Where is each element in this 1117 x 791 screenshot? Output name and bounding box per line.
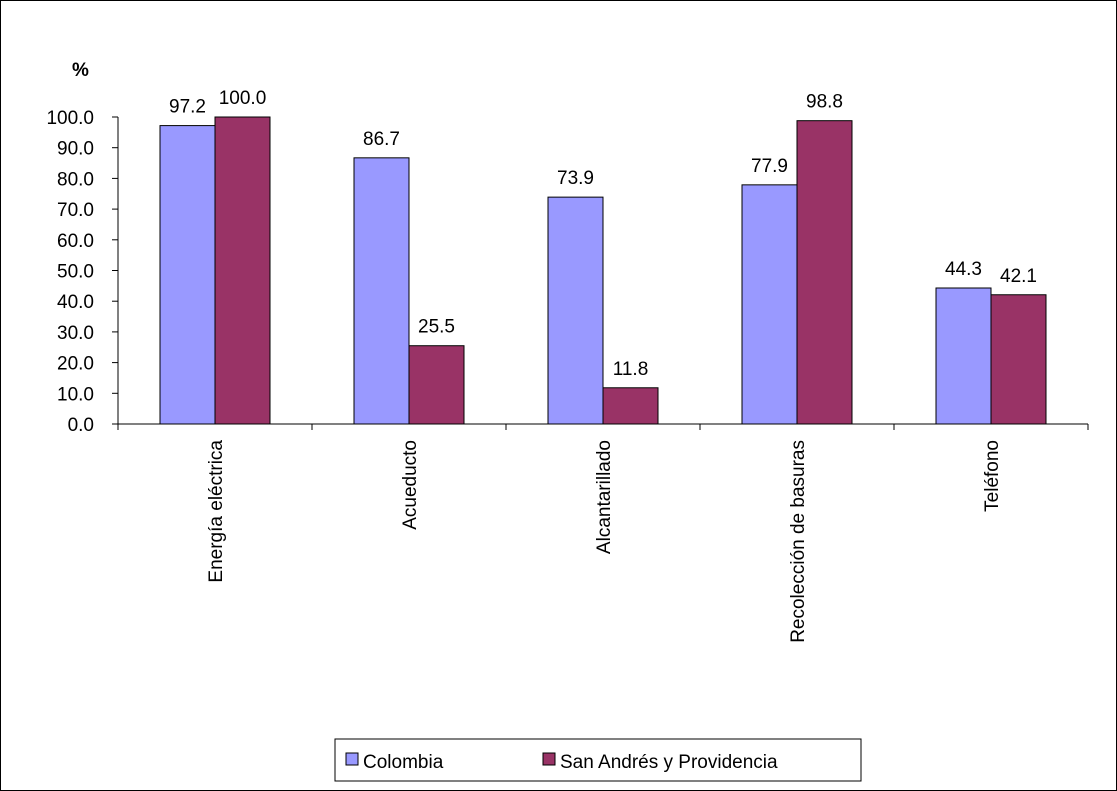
bar-colombia [547,196,604,425]
legend-swatch [542,752,556,766]
data-label: 42.1 [1000,266,1037,287]
legend: Colombia San Andrés y Providencia [334,738,862,782]
axes [117,117,1089,430]
y-tick-label: 100.0 [46,108,94,129]
bar-colombia [159,125,216,425]
bar-san-andres [990,294,1047,425]
data-label: 77.9 [751,156,788,177]
category-label: Energía eléctrica [206,440,227,583]
data-label: 44.3 [945,259,982,280]
data-label: 98.8 [806,92,843,113]
bar-san-andres [796,120,853,425]
data-labels: 97.2 100.0 86.7 25.5 73.9 11.8 77.9 98.8 44.3 42.… [169,88,1037,380]
y-axis-ticks: 0.0 10.0 20.0 30.0 40.0 50.0 60.0 70.0 80.0 90.0 1… [46,108,118,436]
bar-colombia [741,184,798,425]
y-tick-label: 50.0 [57,262,94,283]
y-tick-label: 60.0 [57,231,94,252]
data-label: 86.7 [363,129,400,150]
category-label: Recolección de basuras [788,440,809,643]
data-label: 97.2 [169,97,206,118]
bar-san-andres [214,116,271,425]
bar-san-andres [408,345,465,425]
y-tick-label: 90.0 [57,139,94,160]
data-label: 100.0 [219,88,267,109]
y-tick-label: 40.0 [57,292,94,313]
bar-san-andres [602,387,659,425]
bar-colombia [935,287,992,425]
y-tick-label: 0.0 [68,415,94,436]
category-label: Acueducto [400,440,421,530]
bars [159,116,1047,425]
legend-box [334,738,862,782]
legend-label: Colombia [363,752,444,773]
data-label: 25.5 [418,317,455,338]
legend-swatch [345,752,359,766]
category-label: Teléfono [982,440,1003,512]
y-tick-label: 30.0 [57,323,94,344]
category-label: Alcantarillado [594,440,615,554]
y-tick-label: 20.0 [57,354,94,375]
data-label: 73.9 [557,168,594,189]
y-unit-label: % [72,60,89,81]
data-label: 11.8 [613,359,649,380]
legend-label: San Andrés y Providencia [560,752,778,773]
y-tick-label: 70.0 [57,200,94,221]
y-tick-label: 80.0 [57,169,94,190]
y-tick-label: 10.0 [57,384,94,405]
category-labels: Energía eléctrica Acueducto Alcantarillado… [206,440,1003,643]
bar-colombia [353,157,410,425]
